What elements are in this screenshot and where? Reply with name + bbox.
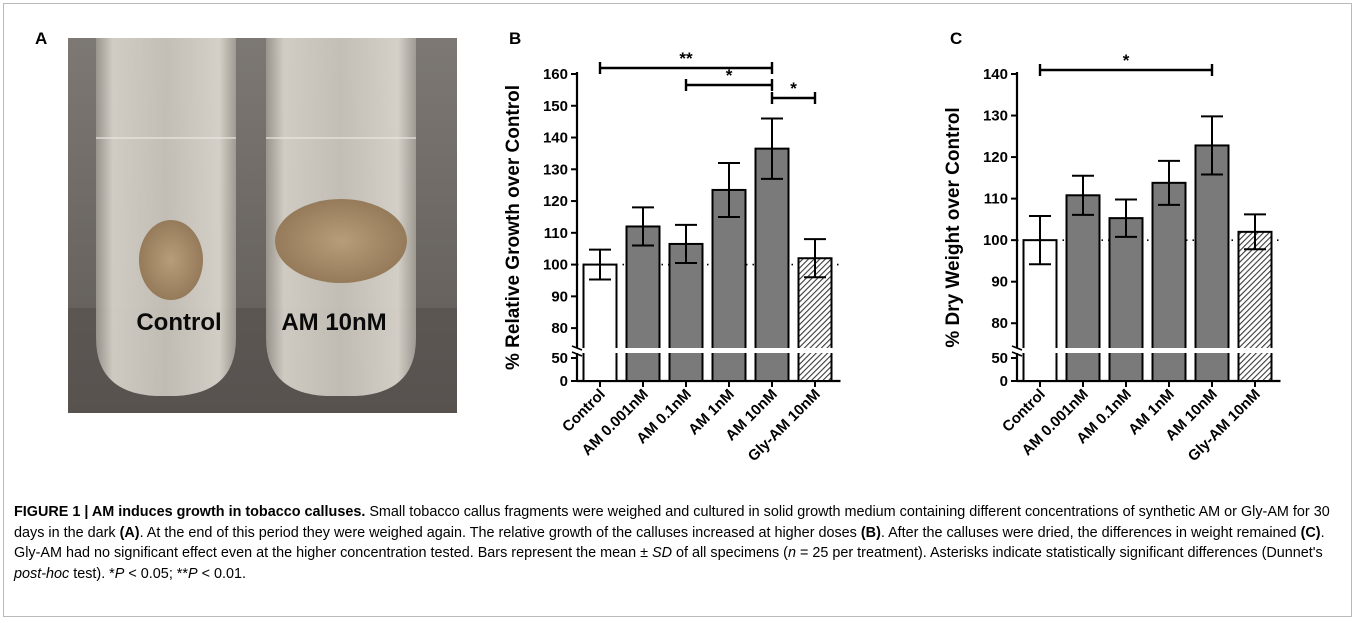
chart-c-bar-am-0-001nm	[1065, 194, 1101, 382]
chart-c-break-mark-top	[1011, 345, 1023, 351]
callus-photo: Control AM 10nM	[68, 38, 457, 413]
chart-c-y-tick-label-0: 0	[1000, 373, 1008, 390]
chart-b-break-mark-top	[571, 345, 583, 351]
tube-left	[96, 38, 236, 396]
chart-c-significance-label-0: *	[1123, 51, 1130, 70]
chart-b-bar-control	[582, 263, 618, 383]
photo-label-am-10nm: AM 10nM	[281, 309, 386, 336]
tube-right	[266, 38, 416, 396]
chart-c-y-tick-label-100: 100	[983, 232, 1008, 249]
chart-b-significance-label-2: *	[790, 79, 797, 98]
chart-c-y-tick-label-140: 140	[983, 66, 1008, 83]
chart-b-significance-label-0: **	[679, 49, 693, 68]
caption-title: FIGURE 1 | AM induces growth in tobacco …	[14, 504, 366, 520]
chart-c-bar-gly-am-10nm	[1237, 230, 1273, 382]
chart-b-y-tick-label-50: 50	[551, 350, 568, 367]
chart-c-bar-am-10nm	[1194, 144, 1230, 382]
panel-a-letter: A	[35, 29, 48, 48]
chart-c-y-tick-label-90: 90	[991, 274, 1008, 291]
panel-c-letter: C	[950, 29, 963, 48]
chart-b-y-axis-label: % Relative Growth over Control	[503, 85, 524, 370]
panel-b-letter: B	[509, 29, 522, 48]
chart-c-y-tick-label-120: 120	[983, 149, 1008, 166]
chart-c-y-tick-label-80: 80	[991, 315, 1008, 332]
chart-b-y-tick-label-90: 90	[551, 288, 568, 305]
chart-c-y-axis-label: % Dry Weight over Control	[943, 107, 964, 347]
chart-c-y-tick-label-130: 130	[983, 108, 1008, 125]
chart-b-significance-label-1: *	[726, 66, 733, 85]
callus-am-10nm	[275, 199, 407, 283]
chart-b-y-tick-label-140: 140	[543, 130, 568, 147]
chart-b-bar-gly-am-10nm	[797, 257, 833, 382]
chart-b: % Relative Growth over Control 0 50 80 90 100…	[503, 49, 843, 465]
chart-b-bar-am-0-001nm	[625, 225, 661, 382]
chart-c-bar-am-0-1nm	[1108, 217, 1144, 382]
chart-c: % Dry Weight over Control 0 50 80 90 100 110 12…	[943, 51, 1283, 465]
chart-b-axis-break	[565, 348, 843, 353]
figure-caption: FIGURE 1 | AM induces growth in tobacco …	[14, 504, 1330, 582]
chart-b-y-tick-label-100: 100	[543, 257, 568, 274]
chart-c-y-tick-label-50: 50	[991, 350, 1008, 367]
chart-b-bar-am-10nm	[754, 147, 790, 382]
chart-c-bar-am-1nm	[1151, 181, 1187, 382]
callus-control	[139, 220, 203, 300]
figure-frame	[3, 3, 1352, 617]
chart-c-break-mark-bottom	[1011, 351, 1023, 357]
chart-b-y-tick-label-150: 150	[543, 98, 568, 115]
chart-b-break-mark-bottom	[571, 351, 583, 357]
chart-b-y-tick-label-0: 0	[560, 373, 568, 390]
chart-b-y-tick-label-110: 110	[544, 225, 568, 242]
chart-c-y-tick-label-110: 110	[984, 191, 1008, 208]
chart-b-bar-am-0-1nm	[668, 242, 704, 382]
chart-b-y-tick-label-120: 120	[543, 193, 568, 210]
photo-label-control: Control	[136, 309, 221, 336]
chart-b-y-tick-label-160: 160	[543, 66, 568, 83]
chart-c-axis-break	[1005, 348, 1283, 353]
chart-b-y-tick-label-80: 80	[551, 320, 568, 337]
chart-b-y-tick-label-130: 130	[543, 161, 568, 178]
